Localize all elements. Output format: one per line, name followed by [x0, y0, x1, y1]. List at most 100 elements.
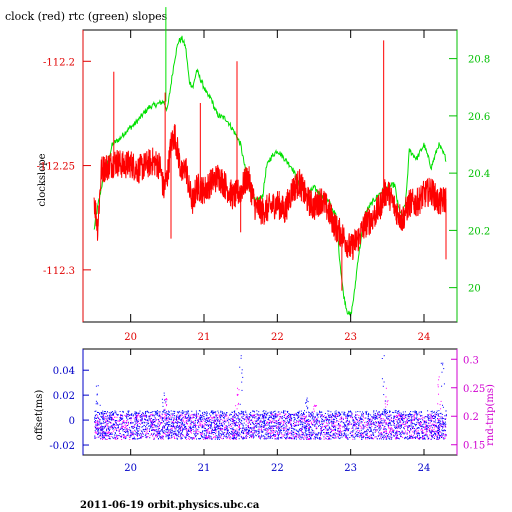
- rnd-trip-point: [332, 426, 334, 428]
- offset-point: [173, 422, 175, 424]
- offset-point: [112, 428, 114, 430]
- offset-point: [236, 424, 238, 426]
- offset-point: [108, 419, 110, 421]
- offset-point: [154, 411, 156, 412]
- offset-point: [121, 425, 123, 427]
- offset-point: [192, 426, 194, 428]
- offset-point: [142, 413, 144, 414]
- offset-point: [359, 422, 361, 424]
- rnd-trip-point: [304, 417, 306, 419]
- offset-point: [238, 438, 240, 440]
- offset-point: [274, 434, 276, 436]
- rnd-trip-point: [171, 421, 173, 423]
- x-tick-label: 24: [418, 332, 431, 343]
- offset-point: [170, 410, 172, 412]
- offset-point: [300, 417, 302, 419]
- rnd-trip-point: [372, 417, 374, 419]
- offset-point: [126, 431, 128, 433]
- rnd-trip-point: [434, 436, 435, 438]
- offset-point: [100, 412, 102, 413]
- offset-point: [104, 438, 106, 440]
- rnd-trip-point: [266, 421, 268, 423]
- offset-point: [105, 434, 107, 436]
- rnd-trip-point: [247, 436, 249, 437]
- offset-point: [265, 429, 267, 431]
- offset-point: [100, 415, 102, 417]
- rnd-trip-point: [304, 416, 306, 418]
- rnd-trip-point: [362, 425, 364, 427]
- rnd-trip-point: [195, 431, 197, 433]
- rnd-trip-point: [199, 423, 201, 425]
- offset-point: [169, 431, 171, 433]
- offset-point: [233, 415, 235, 416]
- rnd-trip-point: [245, 432, 247, 434]
- offset-point: [155, 412, 157, 414]
- rnd-trip-point: [316, 421, 318, 423]
- offset-point: [173, 425, 175, 427]
- offset-point: [328, 410, 330, 412]
- offset-point: [426, 427, 428, 429]
- offset-point: [429, 430, 431, 432]
- rnd-trip-point: [434, 424, 436, 426]
- rnd-trip-point: [238, 426, 240, 428]
- rnd-trip-point: [351, 413, 353, 415]
- rtc-series-line: [93, 35, 447, 317]
- offset: [94, 355, 447, 440]
- rnd-trip-point: [203, 425, 205, 427]
- offset-point: [228, 425, 230, 426]
- offset-point: [242, 431, 244, 433]
- rnd-trip-point: [385, 396, 387, 398]
- offset-point: [418, 421, 420, 423]
- rnd-trip-point: [159, 424, 161, 426]
- offset-point: [366, 412, 367, 414]
- rnd-trip-point: [361, 434, 363, 436]
- offset-point: [412, 425, 414, 427]
- offset-point: [137, 430, 139, 432]
- offset-point: [407, 415, 409, 417]
- offset-point: [403, 433, 405, 435]
- offset-point: [348, 424, 350, 426]
- offset-point: [162, 402, 164, 404]
- rnd-trip-point: [106, 426, 108, 428]
- offset-point: [112, 414, 114, 416]
- rnd-trip-point: [439, 431, 441, 433]
- offset-point: [173, 433, 175, 435]
- rnd-trip-point: [337, 413, 339, 415]
- rnd-trip-point: [423, 432, 425, 434]
- rnd-trip-point: [425, 433, 427, 435]
- offset-point: [432, 415, 434, 416]
- offset-point: [365, 413, 367, 415]
- offset-point: [177, 434, 179, 436]
- offset-point: [124, 422, 126, 424]
- offset-point: [215, 433, 217, 435]
- offset-point: [430, 432, 432, 434]
- rnd-trip-point: [362, 419, 364, 421]
- offset-point: [389, 438, 391, 440]
- offset-point: [297, 412, 299, 413]
- rnd-trip-point: [210, 432, 212, 434]
- offset-point: [358, 423, 360, 425]
- offset-point: [370, 421, 372, 422]
- offset-point: [194, 434, 196, 436]
- offset-point: [315, 434, 317, 436]
- rnd-trip-point: [444, 433, 446, 435]
- offset-point: [159, 416, 161, 418]
- rnd-trip-point: [139, 429, 141, 431]
- offset-point: [313, 419, 315, 421]
- rnd-trip-point: [135, 416, 137, 418]
- offset-point: [130, 417, 132, 419]
- offset-point: [167, 413, 169, 415]
- offset-point: [331, 425, 333, 427]
- offset-point: [171, 434, 173, 436]
- rnd-trip-point: [427, 438, 429, 440]
- offset-point: [179, 431, 181, 433]
- rnd-trip-point: [192, 414, 194, 416]
- rnd-trip-point: [206, 430, 208, 432]
- rnd-trip-point: [141, 418, 143, 420]
- offset-point: [359, 433, 361, 434]
- rnd-trip-point: [364, 422, 365, 424]
- rnd-trip-point: [251, 429, 253, 431]
- rnd-trip-point: [167, 420, 169, 422]
- rnd-trip-point: [389, 436, 391, 437]
- offset-point: [339, 435, 341, 437]
